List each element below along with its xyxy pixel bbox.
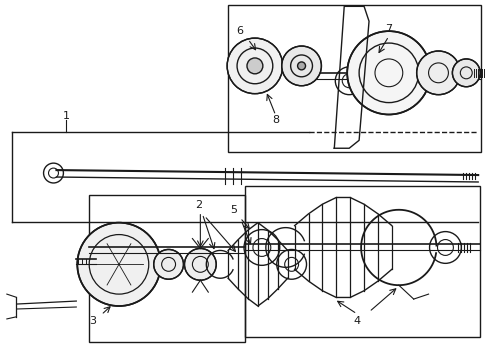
Text: 6: 6 bbox=[237, 26, 244, 36]
Text: 3: 3 bbox=[90, 316, 97, 326]
Circle shape bbox=[347, 31, 431, 114]
Circle shape bbox=[247, 58, 263, 74]
Text: 5: 5 bbox=[231, 205, 238, 215]
Bar bbox=[228, 5, 481, 152]
Text: 2: 2 bbox=[195, 200, 202, 210]
Bar bbox=[245, 186, 480, 337]
Circle shape bbox=[77, 223, 161, 306]
Circle shape bbox=[416, 51, 460, 95]
Circle shape bbox=[154, 249, 183, 279]
Text: 8: 8 bbox=[272, 116, 279, 126]
Circle shape bbox=[452, 59, 480, 87]
Circle shape bbox=[184, 248, 216, 280]
Circle shape bbox=[297, 62, 306, 70]
Text: 4: 4 bbox=[354, 316, 361, 326]
Text: 1: 1 bbox=[63, 111, 70, 121]
Bar bbox=[89, 195, 245, 342]
Circle shape bbox=[227, 38, 283, 94]
Circle shape bbox=[282, 46, 321, 86]
Text: 7: 7 bbox=[385, 24, 392, 34]
